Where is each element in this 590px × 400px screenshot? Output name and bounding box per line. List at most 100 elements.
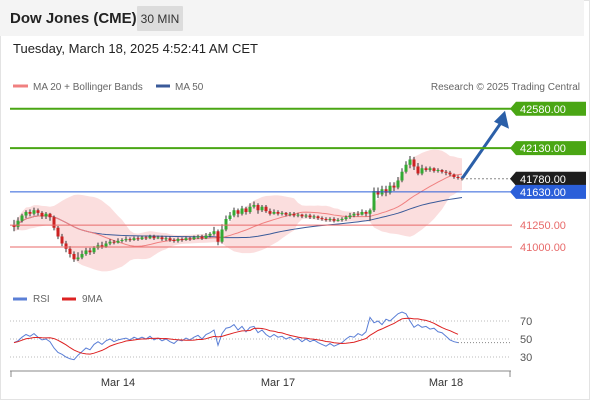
candle-body	[312, 216, 316, 218]
candle-body	[76, 257, 80, 260]
candle-body	[188, 238, 192, 240]
candle-body	[452, 174, 456, 177]
candle-body	[88, 250, 92, 253]
candle-body	[340, 219, 344, 220]
candle-body	[252, 205, 256, 207]
candle-body	[448, 172, 452, 175]
candle-body	[28, 212, 32, 214]
candle-body	[240, 208, 244, 214]
candle-body	[132, 238, 136, 240]
candle-body	[324, 219, 328, 220]
candle-body	[416, 166, 420, 174]
candle-body	[172, 240, 176, 241]
candle-body	[344, 217, 348, 219]
instrument-title: Dow Jones (CME)	[10, 10, 137, 27]
pivot-level-tag	[510, 184, 586, 199]
candle-body	[44, 213, 48, 217]
candle-body	[24, 212, 28, 216]
ma50-legend-label: MA 50	[175, 82, 204, 93]
candle-body	[40, 212, 44, 217]
candle-body	[316, 216, 320, 219]
rsi-panel: RSI 9MA 70 50 30	[10, 294, 532, 364]
candle-body	[372, 191, 376, 211]
chart-legend: MA 20 + Bollinger Bands MA 50 Research ©…	[13, 82, 580, 93]
candle-body	[404, 164, 408, 172]
timeframe-button[interactable]: 30 MIN	[137, 6, 183, 31]
candle-body	[276, 212, 280, 214]
candle-body	[36, 210, 40, 213]
candle-body	[308, 215, 312, 218]
candle-body	[144, 237, 148, 239]
candle-body	[12, 225, 16, 227]
candle-body	[124, 239, 128, 241]
candle-body	[112, 241, 116, 243]
candle-body	[80, 254, 84, 258]
target-level-label: 42580.00	[520, 104, 566, 116]
candle-body	[232, 210, 236, 216]
candle-body	[216, 231, 220, 242]
candle-body	[260, 206, 264, 211]
candle-body	[16, 220, 20, 227]
candle-body	[248, 206, 252, 212]
candle-body	[184, 238, 188, 240]
candle-body	[336, 219, 340, 221]
candle-body	[412, 159, 416, 167]
candle-body	[424, 168, 428, 170]
candle-body	[180, 239, 184, 241]
candle-body	[108, 241, 112, 244]
candle-body	[228, 215, 232, 219]
time-axis-label: Mar 14	[101, 377, 135, 389]
candle-body	[356, 213, 360, 215]
target-level-tag	[510, 141, 586, 156]
time-axis-label: Mar 18	[429, 377, 463, 389]
chart-timestamp: Tuesday, March 18, 2025 4:52:41 AM CET	[13, 41, 258, 56]
candle-body	[128, 239, 132, 241]
candle-body	[256, 205, 260, 211]
candle-body	[84, 250, 88, 254]
target-level-label: 42130.00	[520, 143, 566, 155]
rsi-tick-label: 70	[520, 316, 532, 328]
ma20-legend-label: MA 20 + Bollinger Bands	[33, 82, 143, 93]
time-axis: Mar 14 Mar 17 Mar 18	[10, 370, 511, 389]
candle-body	[72, 254, 76, 260]
copyright-text: Research © 2025 Trading Central	[431, 82, 580, 93]
candle-body	[164, 238, 168, 240]
candle-body	[328, 219, 332, 220]
rsi-line	[13, 311, 459, 361]
candle-body	[360, 212, 364, 215]
candle-body	[204, 235, 208, 239]
candle-body	[332, 219, 336, 221]
candle-body	[264, 206, 268, 212]
candle-body	[176, 239, 180, 241]
candle-body	[408, 159, 412, 165]
candle-body	[288, 213, 292, 215]
time-axis-label: Mar 17	[261, 377, 295, 389]
rsi-tick-label: 50	[520, 334, 532, 346]
candle-body	[192, 237, 196, 240]
chart-header: Dow Jones (CME) 30 MIN	[0, 0, 584, 36]
candle-body	[456, 177, 460, 178]
candle-body	[396, 180, 400, 188]
projection-arrow-head	[494, 110, 509, 129]
candle-body	[208, 233, 212, 236]
candle-body	[376, 191, 380, 195]
candle-body	[212, 231, 216, 234]
candle-body	[384, 189, 388, 193]
current-level-tag	[510, 171, 586, 186]
candle-body	[440, 170, 444, 172]
candle-body	[196, 236, 200, 238]
candle-body	[100, 245, 104, 247]
candle-body	[160, 237, 164, 240]
candle-body	[284, 212, 288, 215]
candle-body	[56, 227, 60, 237]
projection-arrow-shaft	[460, 121, 503, 180]
rsi-legend-label: RSI	[33, 294, 50, 305]
candle-body	[236, 210, 240, 214]
current-level-label: 41780.00	[520, 174, 566, 186]
candle-body	[348, 215, 352, 218]
candle-body	[116, 240, 120, 243]
rsi-ma-line	[13, 317, 459, 355]
candle-body	[272, 212, 276, 214]
